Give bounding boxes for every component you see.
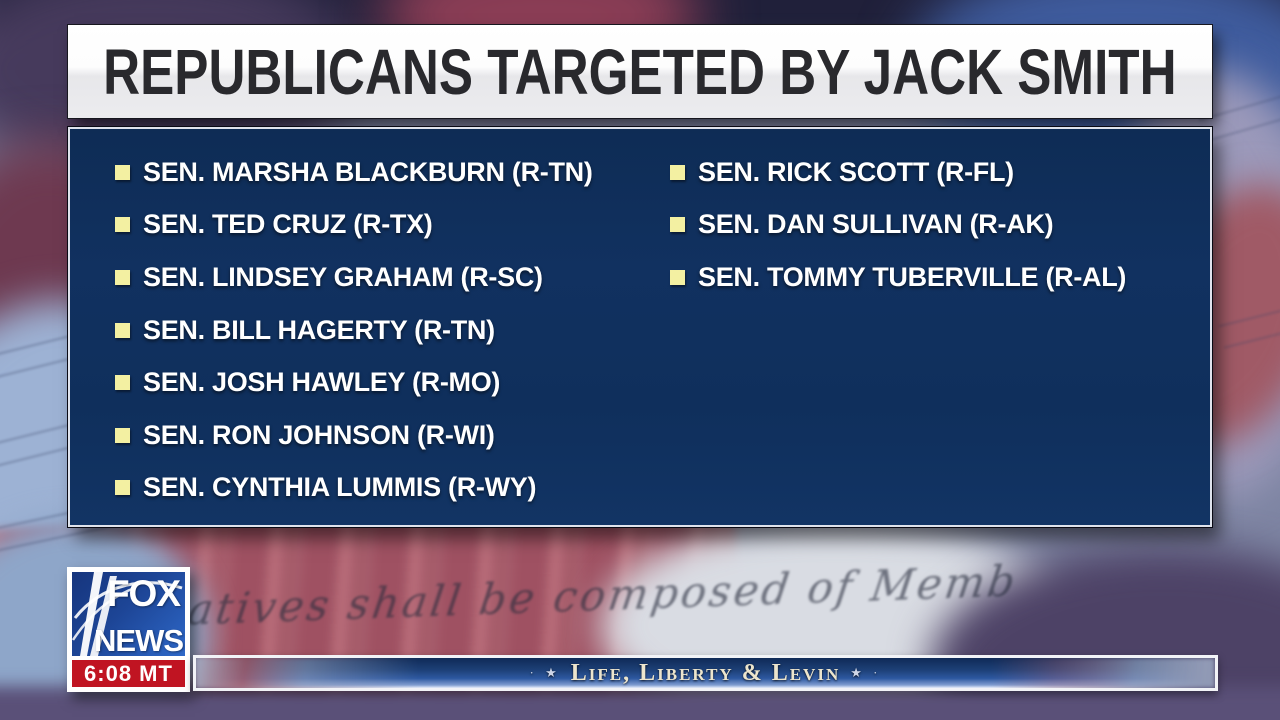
flag-blur-shape [930, 548, 1280, 720]
bullet-square-icon [115, 269, 130, 285]
list-item: SEN. CYNTHIA LUMMIS (R-WY) [115, 462, 593, 515]
list-item: SEN. TED CRUZ (R-TX) [115, 199, 593, 252]
bullet-square-icon [670, 269, 685, 285]
constitution-script-decor [1216, 283, 1280, 363]
senator-name: SEN. CYNTHIA LUMMIS (R-WY) [143, 472, 537, 503]
show-banner-blue-band [196, 658, 1215, 688]
senator-name: SEN. LINDSEY GRAHAM (R-SC) [143, 261, 543, 292]
ornament-left: · ★ [529, 665, 561, 680]
senator-list-right-column: SEN. RICK SCOTT (R-FL) SEN. DAN SULLIVAN… [670, 146, 1126, 304]
bullet-square-icon [115, 217, 130, 233]
fox-news-logo: FOX NEWS 6:08 MT [67, 567, 190, 692]
senator-name: SEN. TED CRUZ (R-TX) [143, 209, 433, 240]
headline-text: REPUBLICANS TARGETED BY JACK SMITH [103, 35, 1177, 108]
show-title-text: Life, Liberty & Levin [570, 659, 841, 686]
bullet-square-icon [115, 322, 130, 338]
flag-blur-shape [0, 686, 1280, 720]
list-item: SEN. MARSHA BLACKBURN (R-TN) [115, 146, 593, 199]
list-item: SEN. LINDSEY GRAHAM (R-SC) [115, 251, 593, 304]
fox-logo-word-news: NEWS [94, 623, 184, 656]
headline-banner: REPUBLICANS TARGETED BY JACK SMITH [67, 24, 1213, 119]
senator-list-panel: SEN. MARSHA BLACKBURN (R-TN) SEN. TED CR… [67, 126, 1213, 528]
list-item: SEN. JOSH HAWLEY (R-MO) [115, 356, 593, 409]
bullet-square-icon [115, 375, 130, 391]
senator-name: SEN. MARSHA BLACKBURN (R-TN) [143, 156, 593, 187]
bullet-square-icon [670, 217, 685, 233]
senator-name: SEN. JOSH HAWLEY (R-MO) [143, 367, 501, 398]
fox-logo-word-fox: FOX [106, 573, 181, 614]
list-item: SEN. TOMMY TUBERVILLE (R-AL) [670, 251, 1126, 304]
time-badge: 6:08 MT [72, 660, 185, 687]
senator-name: SEN. BILL HAGERTY (R-TN) [143, 314, 495, 345]
list-item: SEN. DAN SULLIVAN (R-AK) [670, 199, 1126, 252]
ornament-right: ★ · [850, 665, 882, 680]
senator-name: SEN. DAN SULLIVAN (R-AK) [698, 209, 1054, 240]
senator-list-left-column: SEN. MARSHA BLACKBURN (R-TN) SEN. TED CR… [115, 146, 593, 514]
bullet-square-icon [115, 164, 130, 180]
senator-name: SEN. RICK SCOTT (R-FL) [698, 156, 1014, 187]
searchlight-beams-icon [72, 572, 183, 656]
list-item: SEN. RON JOHNSON (R-WI) [115, 409, 593, 462]
bullet-square-icon [115, 427, 130, 443]
senator-name: SEN. RON JOHNSON (R-WI) [143, 419, 495, 450]
list-item: SEN. RICK SCOTT (R-FL) [670, 146, 1126, 199]
bullet-square-icon [670, 164, 685, 180]
show-title: · ★ Life, Liberty & Levin ★ · [196, 658, 1215, 688]
bullet-square-icon [115, 480, 130, 496]
list-item: SEN. BILL HAGERTY (R-TN) [115, 304, 593, 357]
show-banner: · ★ Life, Liberty & Levin ★ · [193, 655, 1218, 691]
fox-news-logo-blue-square: FOX NEWS [72, 572, 185, 656]
senator-name: SEN. TOMMY TUBERVILLE (R-AL) [698, 261, 1127, 292]
constitution-script-line: ntatives shall be composed of Memb [134, 556, 1022, 637]
